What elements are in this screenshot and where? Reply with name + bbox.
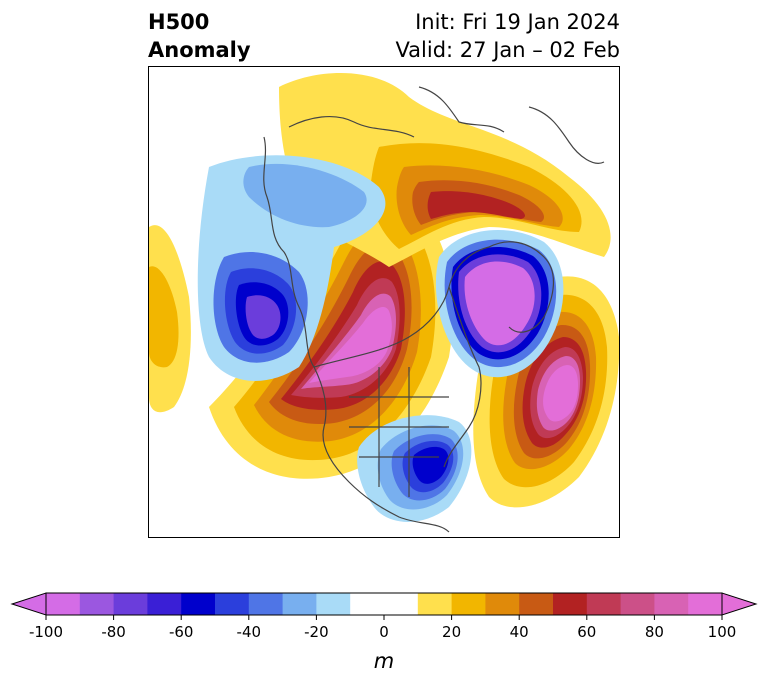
coastlines <box>263 86 605 533</box>
title-field-type: Anomaly <box>148 38 251 62</box>
colorbar-tick-label: 60 <box>577 623 596 641</box>
colorbar-tick-label: 20 <box>442 623 461 641</box>
colorbar-segment <box>620 593 655 615</box>
colorbar-segment <box>384 593 419 615</box>
colorbar-segment <box>688 593 723 615</box>
valid-period-label: Valid: 27 Jan – 02 Feb <box>395 38 620 62</box>
colorbar-tick-label: 80 <box>645 623 664 641</box>
colorbar-segment <box>519 593 554 615</box>
colorbar-tick-label: 100 <box>708 623 737 641</box>
colorbar-segment <box>417 593 453 615</box>
colorbar-tick-label: -80 <box>101 623 126 641</box>
colorbar-segment <box>553 593 588 615</box>
map-panel[interactable] <box>148 66 620 538</box>
colorbar-tick-label: -20 <box>304 623 329 641</box>
colorbar-segment <box>181 593 216 615</box>
colorbar-tick-label: 40 <box>510 623 529 641</box>
colorbar-tick-label: 0 <box>379 623 389 641</box>
colorbar-segment <box>350 593 385 615</box>
colorbar: -100 -80 -60 -40 -20 0 20 40 60 80 100 m <box>10 592 758 673</box>
colorbar-tick-label: -40 <box>237 623 262 641</box>
colorbar-segment <box>586 593 622 615</box>
title-left: H500 Anomaly <box>148 8 251 64</box>
colorbar-segment <box>316 593 351 615</box>
colorbar-segment <box>79 593 115 615</box>
colorbar-extend-under <box>10 592 47 616</box>
colorbar-segment <box>451 593 486 615</box>
colorbar-segment <box>654 593 689 615</box>
colorbar-segment <box>46 593 81 615</box>
init-time-label: Init: Fri 19 Jan 2024 <box>415 10 620 34</box>
trough-eastern-united-states <box>357 415 472 522</box>
colorbar-tick-label: -100 <box>29 623 63 641</box>
ridge-far-west-pacific <box>149 225 191 413</box>
colorbar-tick-label: -60 <box>169 623 194 641</box>
colorbar-segment <box>485 593 520 615</box>
colorbar-segment <box>248 593 284 615</box>
title-variable: H500 <box>148 10 210 34</box>
trough-northeast-pacific <box>197 155 386 381</box>
anomaly-map <box>149 73 619 533</box>
title-right: Init: Fri 19 Jan 2024 Valid: 27 Jan – 02… <box>395 8 620 64</box>
colorbar-segment <box>215 593 250 615</box>
colorbar-extend-over <box>721 592 758 616</box>
colorbar-segment <box>147 593 182 615</box>
colorbar-segment <box>113 593 148 615</box>
colorbar-unit-label: m <box>374 649 394 673</box>
colorbar-segment <box>282 593 317 615</box>
ridge-western-north-america <box>209 194 453 479</box>
